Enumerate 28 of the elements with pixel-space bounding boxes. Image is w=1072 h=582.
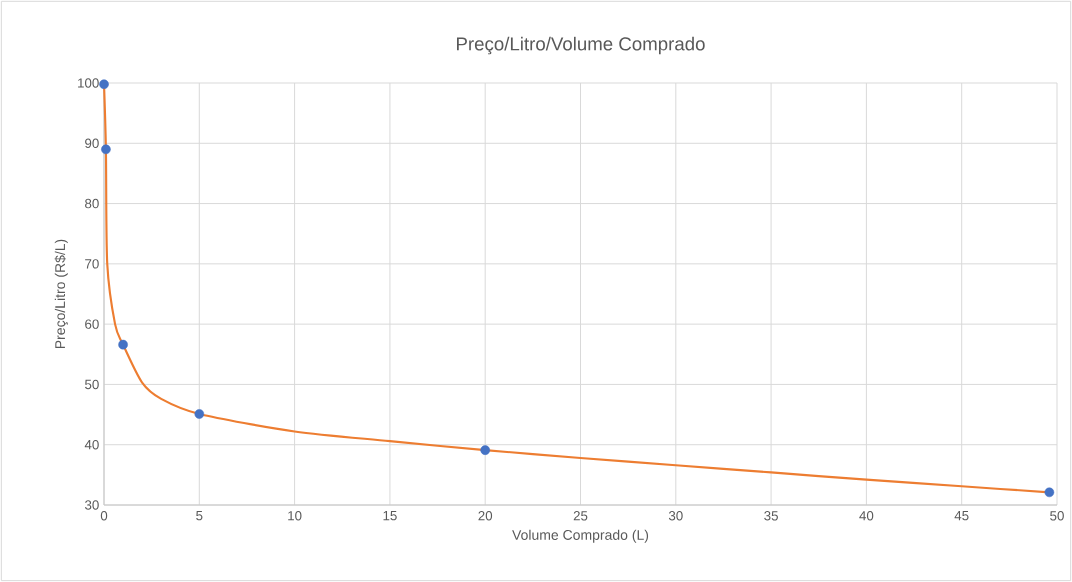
point <box>118 339 128 350</box>
x-tick-label: 25 <box>573 511 588 521</box>
y-tick-label: 40 <box>84 439 99 450</box>
y-axis-title: Preço/Litro (R$/L) <box>54 239 68 349</box>
point <box>99 79 109 90</box>
y-tick-label: 70 <box>85 259 99 269</box>
chart-title: Preço/Litro/Volume Comprado <box>457 36 705 55</box>
point <box>194 409 205 419</box>
x-tick-label: 15 <box>383 511 397 521</box>
y-tick-label: 90 <box>85 138 99 148</box>
point <box>480 445 490 455</box>
x-tick-label: 0 <box>100 511 108 521</box>
x-tick-label: 40 <box>859 511 874 521</box>
x-tick-label: 45 <box>954 511 969 521</box>
x-tick-label: 10 <box>288 511 302 521</box>
y-tick-label: 60 <box>85 319 99 329</box>
x-tick-label: 50 <box>1050 511 1064 521</box>
x-tick-label: 35 <box>764 511 778 521</box>
x-tick-label: 20 <box>478 511 493 521</box>
x-tick-label: 5 <box>196 511 203 521</box>
y-tick-label: 50 <box>85 379 99 390</box>
point <box>1044 487 1055 498</box>
y-tick-label: 100 <box>78 78 99 88</box>
y-tick-label: 80 <box>85 198 99 209</box>
point <box>101 144 111 155</box>
x-tick-label: 30 <box>668 511 683 521</box>
x-axis-title: Volume Comprado (L) <box>512 529 649 543</box>
y-tick-label: 30 <box>84 500 99 510</box>
